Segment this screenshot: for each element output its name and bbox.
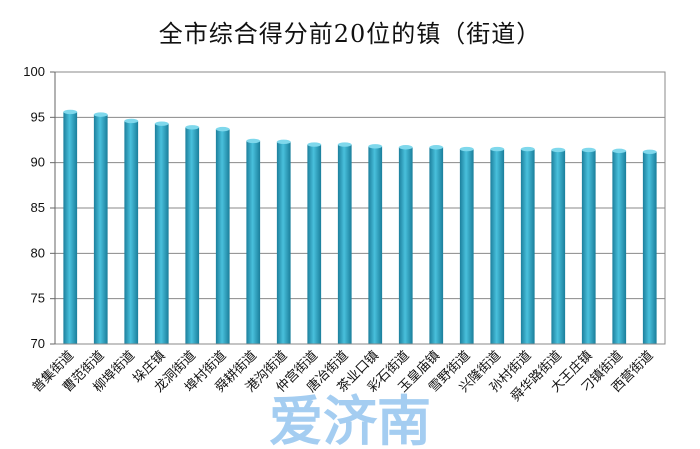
- watermark-logo: 爱济南: [269, 390, 431, 449]
- bar: [337, 144, 352, 344]
- y-tick-label: 95: [31, 109, 45, 124]
- bar: [459, 149, 474, 344]
- bar: [398, 147, 413, 344]
- bar: [276, 141, 291, 344]
- bar-top-cap: [246, 138, 261, 144]
- bar-top-cap: [93, 112, 108, 117]
- bar-top-cap: [612, 148, 627, 154]
- y-tick-label: 85: [31, 200, 45, 215]
- bar: [124, 120, 139, 345]
- bar-top-cap: [368, 144, 383, 149]
- bar-top-cap: [490, 146, 505, 152]
- bar: [368, 146, 383, 344]
- bar: [612, 150, 627, 344]
- grid-lines: [55, 71, 665, 345]
- bar: [215, 129, 230, 344]
- y-tick-label: 100: [23, 64, 45, 79]
- bars: [63, 109, 657, 345]
- bar-top-cap: [459, 146, 474, 152]
- y-tick-label: 80: [31, 245, 45, 260]
- bar: [490, 149, 505, 344]
- bar: [154, 123, 169, 345]
- bar: [93, 114, 108, 344]
- bar: [63, 111, 78, 344]
- bar-top-cap: [581, 147, 596, 153]
- bar-top-cap: [63, 109, 78, 115]
- bar: [581, 149, 596, 344]
- bar-top-cap: [307, 142, 322, 147]
- bar-top-cap: [551, 147, 566, 153]
- bar-top-cap: [185, 125, 200, 130]
- bar-top-cap: [124, 118, 139, 124]
- y-tick-label: 70: [31, 336, 45, 351]
- bar-top-cap: [398, 145, 413, 150]
- axes: 70 75 80 85 90 95 100: [23, 64, 666, 351]
- bar: [185, 127, 200, 344]
- bar: [307, 144, 322, 344]
- bar-top-cap: [520, 146, 535, 152]
- bar-top-cap: [642, 149, 657, 154]
- y-tick-label: 90: [31, 155, 45, 170]
- chart-title: 全市综合得分前20位的镇（街道）: [158, 20, 542, 48]
- bar-top-cap: [429, 145, 444, 150]
- bar: [246, 140, 261, 344]
- bar: [642, 151, 657, 344]
- bar-top-cap: [337, 142, 352, 147]
- bar: [551, 149, 566, 344]
- bar-top-cap: [276, 139, 291, 145]
- y-tick-label: 75: [31, 291, 45, 306]
- bar: [520, 149, 535, 344]
- bar: [429, 147, 444, 344]
- bar-top-cap: [154, 121, 169, 126]
- bar-top-cap: [215, 126, 230, 132]
